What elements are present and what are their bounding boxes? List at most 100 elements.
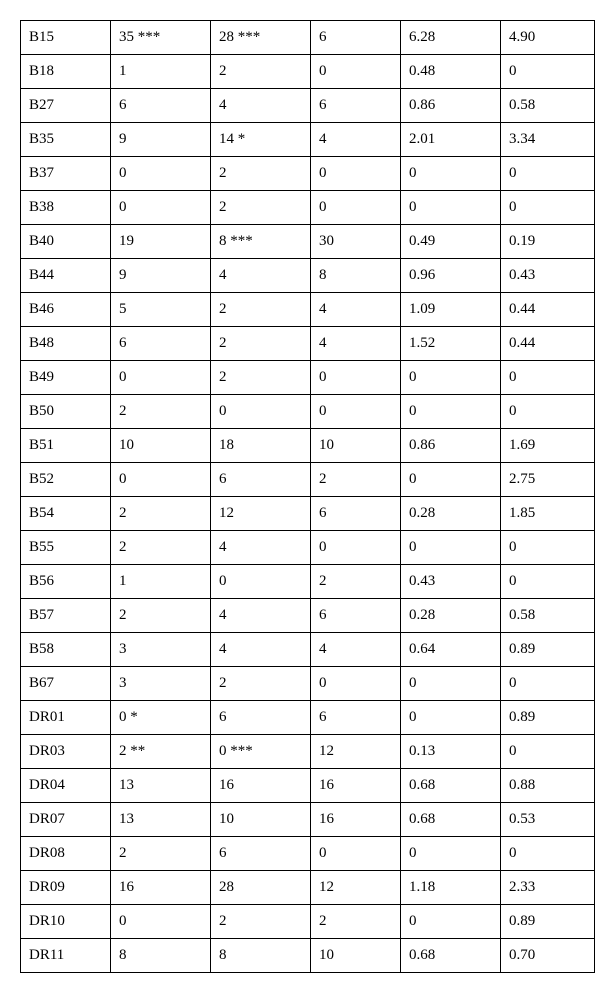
table-row: DR0826000 <box>21 837 595 871</box>
table-cell: 0 <box>401 905 501 939</box>
table-cell: 0 <box>211 395 311 429</box>
table-cell: DR09 <box>21 871 111 905</box>
table-cell: B55 <box>21 531 111 565</box>
table-cell: 6 <box>311 89 401 123</box>
table-cell: 0 <box>311 55 401 89</box>
table-cell: 6 <box>111 89 211 123</box>
table-cell: 0 <box>211 565 311 599</box>
table-cell: 0 <box>501 55 595 89</box>
table-cell: 3 <box>111 667 211 701</box>
table-cell: 12 <box>311 735 401 769</box>
table-row: B486241.520.44 <box>21 327 595 361</box>
table-cell: B18 <box>21 55 111 89</box>
table-cell: B67 <box>21 667 111 701</box>
table-cell: 0 <box>311 837 401 871</box>
table-cell: 10 <box>111 429 211 463</box>
table-row: DR1002200.89 <box>21 905 595 939</box>
table-cell: 4 <box>311 123 401 157</box>
table-row: DR032 **0 ***120.130 <box>21 735 595 769</box>
table-cell: B38 <box>21 191 111 225</box>
table-cell: 0 <box>401 701 501 735</box>
table-row: B5524000 <box>21 531 595 565</box>
table-cell: 28 <box>211 871 311 905</box>
table-row: B5206202.75 <box>21 463 595 497</box>
table-cell: 2.75 <box>501 463 595 497</box>
table-cell: 0 <box>401 463 501 497</box>
table-cell: 0 <box>111 361 211 395</box>
table-row: B4902000 <box>21 361 595 395</box>
table-cell: 0.44 <box>501 327 595 361</box>
table-cell: 1.09 <box>401 293 501 327</box>
table-cell: 6 <box>311 599 401 633</box>
table-cell: 1.85 <box>501 497 595 531</box>
table-row: DR071310160.680.53 <box>21 803 595 837</box>
table-cell: 0.89 <box>501 633 595 667</box>
table-cell: 0 <box>401 361 501 395</box>
table-cell: 2 <box>111 531 211 565</box>
table-cell: B37 <box>21 157 111 191</box>
table-cell: 13 <box>111 803 211 837</box>
table-cell: 2.01 <box>401 123 501 157</box>
table-cell: 12 <box>211 497 311 531</box>
table-cell: 0.96 <box>401 259 501 293</box>
table-cell: 10 <box>211 803 311 837</box>
table-row: B511018100.861.69 <box>21 429 595 463</box>
table-cell: DR01 <box>21 701 111 735</box>
table-cell: 2 <box>211 327 311 361</box>
table-cell: 16 <box>311 769 401 803</box>
table-cell: 0 <box>311 361 401 395</box>
table-row: DR010 *6600.89 <box>21 701 595 735</box>
table-cell: 4 <box>211 89 311 123</box>
table-cell: 0.68 <box>401 769 501 803</box>
table-cell: 4 <box>211 599 311 633</box>
table-cell: DR10 <box>21 905 111 939</box>
table-cell: 6 <box>211 463 311 497</box>
table-cell: 6 <box>211 837 311 871</box>
table-cell: 0 <box>111 463 211 497</box>
table-row: DR041316160.680.88 <box>21 769 595 803</box>
table-row: B6732000 <box>21 667 595 701</box>
table-cell: B35 <box>21 123 111 157</box>
table-cell: 2 ** <box>111 735 211 769</box>
table-cell: 0.19 <box>501 225 595 259</box>
table-cell: 0 <box>311 395 401 429</box>
table-cell: B48 <box>21 327 111 361</box>
table-cell: 9 <box>111 123 211 157</box>
table-cell: 0.28 <box>401 599 501 633</box>
table-cell: B52 <box>21 463 111 497</box>
table-cell: 8 <box>311 259 401 293</box>
table-cell: B46 <box>21 293 111 327</box>
table-cell: B27 <box>21 89 111 123</box>
table-cell: 2 <box>211 191 311 225</box>
table-cell: 4.90 <box>501 21 595 55</box>
table-cell: 0.58 <box>501 599 595 633</box>
table-cell: 16 <box>211 769 311 803</box>
table-row: B35914 *42.013.34 <box>21 123 595 157</box>
table-cell: 28 *** <box>211 21 311 55</box>
table-cell: DR11 <box>21 939 111 973</box>
table-cell: 0.86 <box>401 429 501 463</box>
table-cell: 0.64 <box>401 633 501 667</box>
table-row: B561020.430 <box>21 565 595 599</box>
table-cell: 2 <box>211 667 311 701</box>
table-cell: 2 <box>311 905 401 939</box>
table-row: B276460.860.58 <box>21 89 595 123</box>
table-cell: 8 <box>111 939 211 973</box>
table-cell: 9 <box>111 259 211 293</box>
table-cell: DR04 <box>21 769 111 803</box>
table-cell: B44 <box>21 259 111 293</box>
table-cell: 2 <box>111 837 211 871</box>
table-cell: 0 <box>401 191 501 225</box>
table-cell: 6 <box>111 327 211 361</box>
table-cell: 0.58 <box>501 89 595 123</box>
table-cell: 0.89 <box>501 905 595 939</box>
table-cell: 6 <box>311 21 401 55</box>
table-cell: 0 <box>501 157 595 191</box>
table-cell: B15 <box>21 21 111 55</box>
table-cell: 2.33 <box>501 871 595 905</box>
table-cell: 2 <box>111 599 211 633</box>
table-cell: 12 <box>311 871 401 905</box>
table-cell: 0 <box>311 191 401 225</box>
table-cell: 1 <box>111 565 211 599</box>
table-cell: 0 <box>401 157 501 191</box>
